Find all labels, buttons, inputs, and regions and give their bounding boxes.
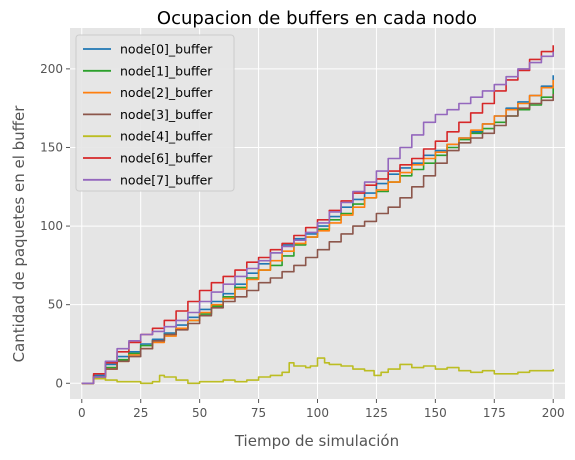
legend-label: node[4]_buffer [120,129,213,144]
y-tick-label: 100 [40,219,63,233]
y-tick-label: 150 [40,140,63,154]
x-tick-label: 150 [424,406,447,420]
x-tick-label: 0 [78,406,86,420]
legend-label: node[0]_buffer [120,42,213,57]
legend-label: node[2]_buffer [120,85,213,100]
y-axis-label: Cantidad de paquetes en el buffer [10,105,28,363]
x-axis-ticks: 0 25 50 75 100 125 150 175 200 [78,399,565,420]
legend-label: node[7]_buffer [120,172,213,187]
y-tick-label: 200 [40,62,63,76]
x-tick-label: 175 [483,406,506,420]
legend-box [75,34,235,192]
series-line-node[7]_buffer [81,51,554,385]
legend-label: node[1]_buffer [120,63,213,78]
y-tick-label: 50 [48,298,63,312]
legend-label: node[3]_buffer [120,107,213,122]
series-line-node[3]_buffer [81,94,554,385]
chart-title: Ocupacion de buffers en cada nodo [157,8,477,29]
legend-label: node[6]_buffer [120,151,213,166]
series-line-node[4]_buffer [81,357,554,385]
x-tick-label: 100 [306,406,329,420]
series-line-node[6]_buffer [81,45,554,385]
y-axis-ticks: 0 50 100 150 200 [40,62,70,390]
legend: node[0]_buffer node[1]_buffer node[2]_buff… [75,34,235,192]
series-lines [81,45,554,385]
x-axis-label: Tiempo de simulación [234,432,399,450]
x-tick-label: 125 [365,406,388,420]
x-tick-label: 200 [542,406,565,420]
y-tick-label: 0 [55,376,63,390]
x-tick-label: 50 [192,406,207,420]
x-tick-label: 25 [133,406,148,420]
x-tick-label: 75 [251,406,266,420]
